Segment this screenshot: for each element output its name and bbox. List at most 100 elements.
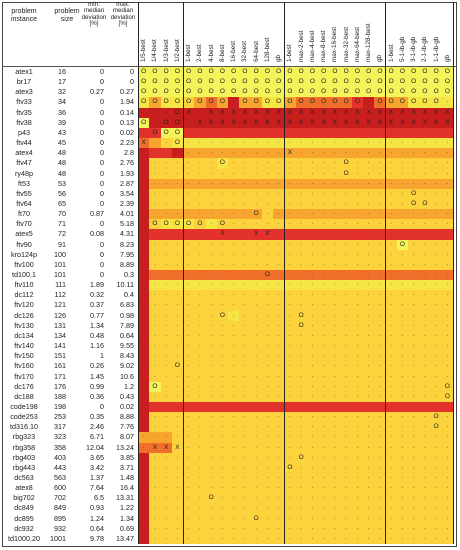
heatmap-cell: · [363,219,375,230]
heatmap-cell: · [318,361,330,372]
heatmap-cell: · [261,198,273,210]
heatmap-cell: · [194,442,206,453]
heatmap-cell: · [228,168,240,179]
heatmap-cell: · [363,280,375,291]
heatmap-cell: O [295,67,307,78]
heatmap-cell: · [138,158,150,169]
heatmap-cell: · [205,483,217,494]
heatmap-cell: · [318,310,330,322]
heatmap-cell: · [295,401,307,413]
heatmap-cell: · [194,178,206,190]
heatmap-cell: · [284,371,296,382]
heatmap-cell: O [216,310,228,322]
heatmap-cell: O [318,97,330,108]
heatmap-cell: O [396,87,408,98]
heatmap-cell: · [318,127,330,139]
row-problem-instance: atex4 [15,148,33,158]
heatmap-cell: O [363,67,375,78]
heatmap-cell: · [250,219,262,230]
heatmap-cell: O [250,87,262,98]
heatmap-cell: X [183,107,195,119]
row-problem-instance: code198 [10,401,38,411]
row-problem-instance: ftv120 [14,300,34,310]
heatmap-cell: · [363,148,375,159]
heatmap-cell: · [183,351,195,362]
heatmap-cell: O [385,77,397,88]
heatmap-cell: · [284,280,296,291]
heatmap-cell: · [419,473,431,484]
heatmap-cell: · [160,462,172,474]
heatmap-cell: · [351,168,363,179]
heatmap-cell: · [374,462,386,474]
row-max-median-deviation: 0.02 [120,401,134,411]
heatmap-cell: · [284,533,296,545]
heatmap-cell: · [318,168,330,179]
column-header-2-best: 2-best [196,44,204,62]
heatmap-cell: · [306,361,318,372]
heatmap-cell: O [284,87,296,98]
row-max-median-deviation: 0.4 [124,290,134,300]
row-min-median-deviation: 0.77 [90,310,104,320]
row-max-median-deviation: 3.85 [120,452,134,462]
heatmap-cell: · [363,381,375,393]
heatmap-cell: · [441,158,453,169]
heatmap-cell: · [374,178,386,190]
heatmap-cell: · [261,300,273,311]
heatmap-cell: O [363,87,375,98]
heatmap-cell: · [205,127,217,139]
heatmap-cell: · [239,330,251,342]
row-max-median-deviation: 0.02 [120,127,134,137]
heatmap-cell: · [261,503,273,514]
heatmap-cell: X [374,107,386,119]
heatmap-cell: O [318,87,330,98]
heatmap-cell: · [306,138,318,149]
heatmap-cell: · [441,249,453,261]
heatmap-cell: · [261,239,273,250]
heatmap-cell: · [351,401,363,413]
heatmap-cell: · [250,158,262,169]
row-problem-size: 53 [58,178,66,188]
heatmap-cell: · [374,513,386,525]
heatmap-cell: · [228,422,240,433]
heatmap-cell: · [216,462,228,474]
row-min-median-deviation: 0.87 [90,209,104,219]
heatmap-cell: · [228,188,240,200]
row-problem-instance: dc126 [14,310,34,320]
heatmap-cell: · [340,249,352,261]
heatmap-cell: · [284,300,296,311]
heatmap-cell: · [171,239,183,250]
heatmap-cell: · [351,209,363,220]
heatmap-cell: · [363,462,375,474]
heatmap-cell: X [261,107,273,119]
heatmap-cell: O [138,97,150,108]
heatmap-cell: · [329,209,341,220]
heatmap-cell: · [284,229,296,240]
heatmap-cell: · [295,523,307,535]
heatmap-cell: · [295,412,307,423]
heatmap-cell: · [441,473,453,484]
heatmap-cell: · [239,442,251,453]
heatmap-cell: · [329,290,341,301]
heatmap-cell: · [171,493,183,504]
heatmap-cell: · [419,209,431,220]
row-min-median-deviation: 0 [100,168,104,178]
heatmap-cell: · [250,310,262,322]
heatmap-cell: · [138,361,150,372]
row-problem-instance: ft53 [18,178,30,188]
heatmap-cell: · [216,361,228,372]
heatmap-cell: · [385,422,397,433]
heatmap-cell: · [273,371,285,382]
heatmap-cell: · [306,493,318,504]
heatmap-cell: · [385,462,397,474]
row-problem-instance: ftv100 [14,259,34,269]
row-problem-instance: atex3 [15,87,33,97]
row-problem-size: 126 [54,310,66,320]
heatmap-cell: O [295,452,307,464]
heatmap-cell: · [149,229,161,240]
row-min-median-deviation: 0.48 [90,330,104,340]
heatmap-cell: · [374,300,386,311]
heatmap-cell: · [239,158,251,169]
heatmap-cell: O [396,67,408,78]
heatmap-cell: · [228,249,240,261]
row-problem-size: 39 [58,117,66,127]
